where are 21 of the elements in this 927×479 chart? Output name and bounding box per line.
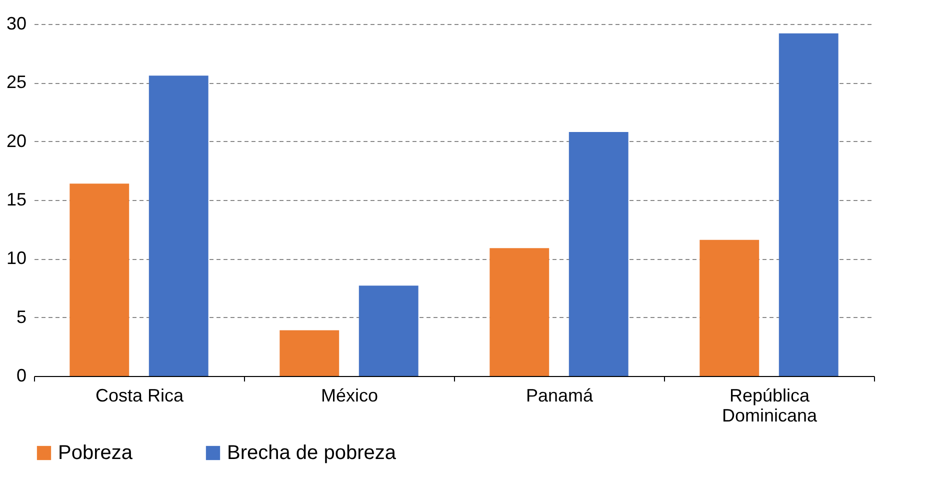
bar — [280, 330, 340, 376]
bar — [70, 184, 130, 376]
y-tick-label: 30 — [6, 14, 26, 34]
x-tick-label: México — [320, 386, 378, 406]
bar — [490, 248, 550, 376]
bar — [700, 240, 760, 376]
x-tick-label: Costa Rica — [95, 386, 185, 406]
x-tick-label: República Dominicana — [722, 386, 818, 426]
y-tick-label: 10 — [6, 248, 26, 268]
y-tick-label: 20 — [6, 130, 26, 151]
bar — [358, 286, 418, 376]
bar — [568, 132, 628, 376]
y-tick-label: 0 — [16, 366, 26, 386]
legend-label: Brecha de pobreza — [227, 442, 397, 464]
y-tick-label: 15 — [6, 190, 26, 210]
y-tick-label: 25 — [6, 72, 26, 92]
bar — [778, 33, 838, 376]
y-tick-label: 5 — [16, 306, 26, 327]
legend-label: Pobreza — [58, 442, 134, 464]
x-tick-label: Panamá — [526, 386, 594, 406]
bar — [148, 76, 208, 376]
